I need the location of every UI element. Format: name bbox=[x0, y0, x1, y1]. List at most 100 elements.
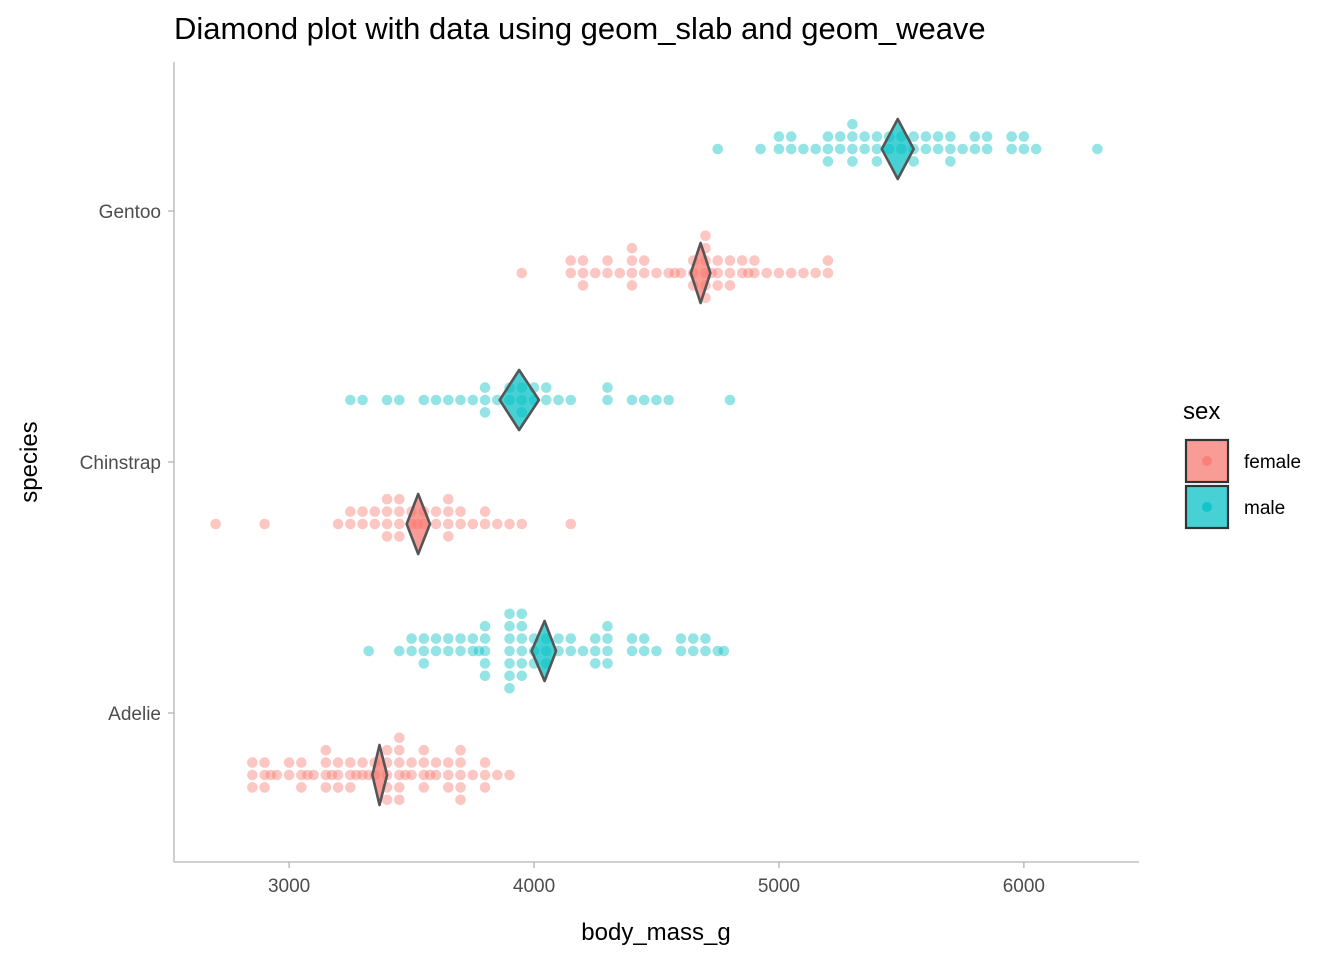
data-point bbox=[602, 267, 613, 279]
data-point bbox=[430, 769, 442, 781]
x-tick-label: 3000 bbox=[268, 876, 310, 897]
data-point bbox=[669, 267, 681, 279]
data-point bbox=[418, 744, 430, 756]
data-point bbox=[406, 769, 417, 781]
data-point bbox=[516, 645, 528, 657]
data-point bbox=[553, 633, 564, 644]
y-axis-ticks: Adelie Chinstrap Gentoo bbox=[80, 202, 174, 725]
plot-marks bbox=[210, 117, 1103, 807]
data-point bbox=[945, 131, 956, 142]
data-point bbox=[773, 267, 785, 279]
data-point bbox=[491, 769, 503, 781]
data-point bbox=[479, 620, 491, 632]
data-point bbox=[369, 506, 381, 517]
data-point bbox=[743, 267, 754, 279]
data-point bbox=[345, 518, 356, 530]
data-point bbox=[351, 769, 362, 781]
legend-title: sex bbox=[1183, 398, 1220, 425]
data-point bbox=[302, 769, 313, 781]
data-point bbox=[424, 769, 436, 781]
data-point bbox=[418, 658, 430, 669]
data-point bbox=[479, 658, 491, 669]
data-point bbox=[663, 267, 675, 279]
data-point bbox=[724, 280, 736, 291]
data-point bbox=[265, 769, 277, 781]
data-point bbox=[565, 394, 577, 406]
data-point bbox=[957, 143, 968, 155]
data-point bbox=[589, 658, 601, 669]
data-point bbox=[345, 394, 356, 406]
data-point bbox=[736, 255, 748, 266]
data-point bbox=[430, 506, 442, 517]
data-point bbox=[871, 143, 883, 155]
data-point bbox=[430, 518, 442, 530]
data-point bbox=[357, 394, 368, 406]
data-point bbox=[394, 769, 405, 781]
data-point bbox=[332, 518, 344, 530]
data-point bbox=[455, 645, 466, 657]
data-point bbox=[381, 794, 393, 806]
data-point bbox=[394, 531, 405, 542]
data-point bbox=[810, 143, 822, 155]
data-point bbox=[712, 267, 724, 279]
data-point bbox=[479, 670, 491, 682]
data-point bbox=[394, 757, 405, 768]
data-point bbox=[479, 633, 491, 644]
mean-diamond bbox=[498, 368, 541, 432]
data-point bbox=[589, 633, 601, 644]
data-point bbox=[479, 645, 491, 657]
data-point bbox=[981, 131, 993, 142]
data-point bbox=[798, 267, 809, 279]
data-point bbox=[700, 645, 711, 657]
data-point bbox=[369, 518, 381, 530]
data-point bbox=[773, 143, 785, 155]
data-point bbox=[418, 633, 430, 644]
data-point bbox=[712, 143, 724, 155]
data-point bbox=[516, 633, 528, 644]
data-point bbox=[822, 143, 834, 155]
data-point bbox=[785, 131, 797, 142]
data-point bbox=[504, 518, 515, 530]
data-point bbox=[357, 518, 368, 530]
data-point bbox=[332, 769, 344, 781]
data-point bbox=[443, 394, 454, 406]
data-point bbox=[443, 531, 454, 542]
y-axis-title: species bbox=[16, 421, 43, 502]
data-point bbox=[406, 757, 417, 768]
data-point bbox=[602, 645, 613, 657]
data-point bbox=[847, 143, 858, 155]
data-point bbox=[724, 255, 736, 266]
data-point bbox=[626, 645, 638, 657]
data-point bbox=[638, 255, 650, 266]
data-point bbox=[479, 782, 491, 793]
data-point bbox=[834, 143, 846, 155]
data-point bbox=[602, 620, 613, 632]
data-point bbox=[822, 255, 834, 266]
data-point bbox=[320, 744, 332, 756]
y-tick-label: Adelie bbox=[108, 704, 161, 725]
data-point bbox=[406, 633, 417, 644]
data-point bbox=[602, 394, 613, 406]
x-axis-title: body_mass_g bbox=[581, 919, 730, 946]
data-point bbox=[443, 769, 454, 781]
data-point bbox=[418, 757, 430, 768]
data-point bbox=[479, 506, 491, 517]
data-point bbox=[394, 732, 405, 744]
data-point bbox=[455, 518, 466, 530]
x-axis-ticks: 3000 4000 5000 6000 bbox=[268, 862, 1045, 897]
data-point bbox=[259, 757, 270, 768]
data-point bbox=[589, 267, 601, 279]
data-point bbox=[516, 620, 528, 632]
data-point bbox=[847, 118, 858, 130]
data-point bbox=[718, 645, 730, 657]
data-point bbox=[394, 394, 405, 406]
data-point bbox=[859, 143, 870, 155]
data-point bbox=[565, 518, 577, 530]
data-point bbox=[394, 782, 405, 793]
data-point bbox=[467, 394, 479, 406]
data-point bbox=[504, 769, 515, 781]
data-point bbox=[516, 267, 528, 279]
data-point bbox=[847, 156, 858, 167]
data-point bbox=[479, 407, 491, 418]
